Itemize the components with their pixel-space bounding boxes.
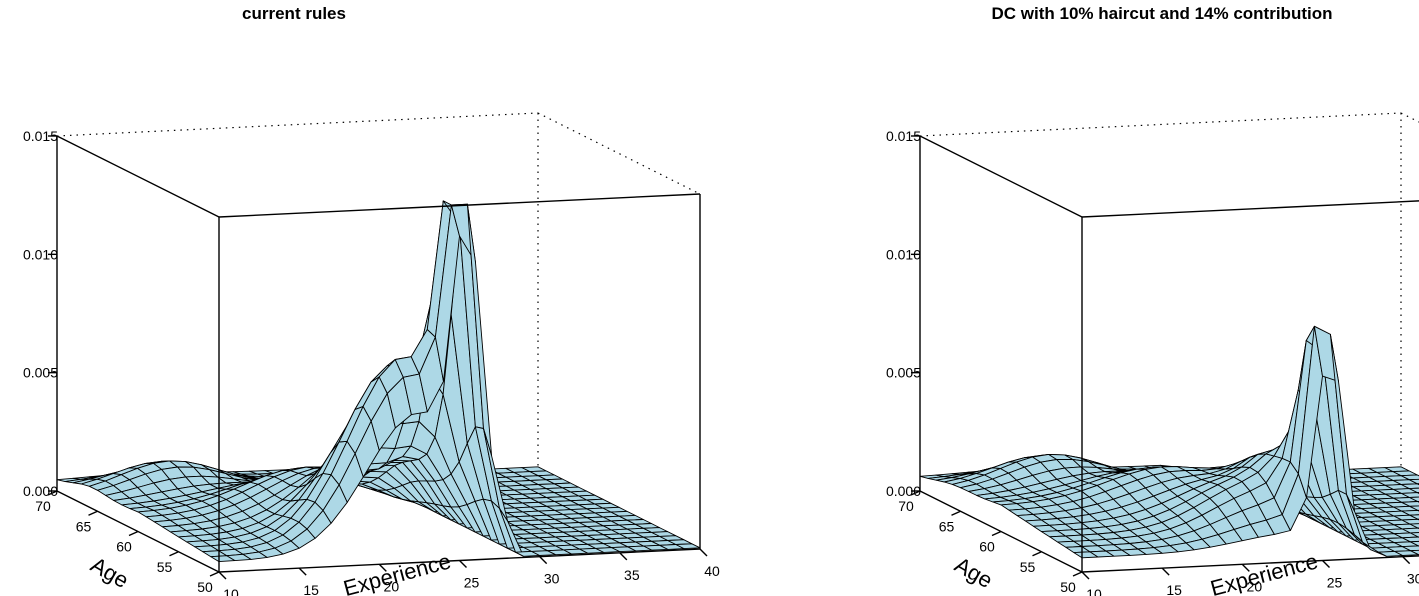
box-edge-hidden <box>1400 112 1419 123</box>
x-tick <box>298 567 307 576</box>
x-tick <box>1161 567 1170 576</box>
y-tick-label: 55 <box>1020 559 1036 575</box>
x-tick <box>699 548 708 557</box>
x-tick-label: 10 <box>1086 586 1102 596</box>
y-tick-label: 60 <box>116 539 132 555</box>
y-tick <box>128 530 139 537</box>
back-box-lines <box>919 112 1419 468</box>
y-tick <box>88 510 98 516</box>
y-tick <box>910 490 921 496</box>
x-tick-label: 15 <box>303 582 319 596</box>
x-tick <box>218 571 227 580</box>
back-box-lines <box>56 112 701 468</box>
y-tick-label: 70 <box>35 498 51 514</box>
surface-facet <box>1409 523 1419 529</box>
x-tick-label: 30 <box>544 571 560 587</box>
axis-ticks: 0.0000.0050.0100.01510152025303540505560… <box>886 128 1419 596</box>
z-tick-label: 0.005 <box>886 365 921 381</box>
axis-ticks: 0.000 0.005 0.010 0.015 10 15 20 25 30 35 40 50 55 60… <box>23 128 720 596</box>
y-tick <box>169 551 179 557</box>
x-tick <box>1081 571 1090 580</box>
x-tick-label: 25 <box>1327 575 1343 591</box>
surface-facet <box>1408 478 1419 485</box>
surface-facet <box>1409 496 1419 502</box>
y-tick-label: 65 <box>939 518 955 534</box>
surface-facet <box>1409 505 1419 511</box>
x-tick <box>1241 563 1250 572</box>
surface-facet <box>1410 549 1419 556</box>
x-tick <box>459 560 467 568</box>
z-tick-label: 0.010 <box>886 246 921 262</box>
y-tick <box>951 510 961 516</box>
y-tick <box>47 490 58 496</box>
z-tick-label: 0.015 <box>23 128 58 144</box>
x-tick-label: 30 <box>1407 571 1419 587</box>
z-tick-label: 0.010 <box>23 246 58 262</box>
x-tick-label: 15 <box>1166 582 1182 596</box>
z-tick-label: 0.015 <box>886 128 921 144</box>
z-tick-label: 0.000 <box>23 483 58 499</box>
box-edge <box>1081 200 1419 218</box>
y-tick-label: 55 <box>157 559 173 575</box>
surface-facet <box>1409 514 1419 520</box>
panel-title: DC with 10% haircut and 14% contribution <box>992 4 1333 23</box>
box-edge <box>218 193 701 218</box>
y-tick-label: 60 <box>979 539 995 555</box>
surface-mesh <box>919 325 1419 559</box>
y-tick-label: 50 <box>1060 579 1076 595</box>
surface-facet <box>1409 540 1419 547</box>
y-axis-label: Age <box>951 552 997 593</box>
panel-dc-haircut: DC with 10% haircut and 14% contribution… <box>886 4 1419 596</box>
box-edge <box>919 135 1083 218</box>
x-tick-label: 40 <box>704 563 720 579</box>
y-tick-label: 50 <box>197 579 213 595</box>
panel-current-rules: current rules 0.000 0.005 0.010 0.015 10 15 20… <box>23 4 720 596</box>
surface-mesh <box>56 200 701 563</box>
surface-facet <box>1400 474 1419 481</box>
y-tick <box>1032 551 1042 557</box>
x-tick <box>539 556 548 565</box>
y-tick-label: 65 <box>76 518 92 534</box>
panel-title: current rules <box>242 4 346 23</box>
y-tick <box>209 571 220 577</box>
box-edge <box>56 135 220 218</box>
y-tick <box>1072 571 1083 577</box>
z-tick-label: 0.005 <box>23 365 58 381</box>
x-tick-label: 10 <box>223 586 239 596</box>
surface-facet <box>1409 532 1419 538</box>
z-tick-label: 0.000 <box>886 483 921 499</box>
x-tick-label: 20 <box>384 578 400 594</box>
surface-facet <box>1408 487 1419 494</box>
x-tick-label: 25 <box>464 575 480 591</box>
surface-facet <box>675 543 701 550</box>
x-tick <box>619 552 628 561</box>
y-tick-label: 70 <box>898 498 914 514</box>
box-edge-hidden <box>56 112 539 137</box>
box-edge-hidden <box>919 112 1402 137</box>
x-tick-label: 35 <box>624 567 640 583</box>
x-tick <box>1322 560 1330 568</box>
box-edge-hidden <box>537 112 701 195</box>
x-tick <box>1402 556 1411 565</box>
x-tick-label: 20 <box>1247 578 1263 594</box>
x-axis-label: Experience <box>1208 548 1321 596</box>
x-tick <box>378 563 387 572</box>
y-tick <box>991 530 1002 537</box>
y-axis-label: Age <box>87 552 133 593</box>
